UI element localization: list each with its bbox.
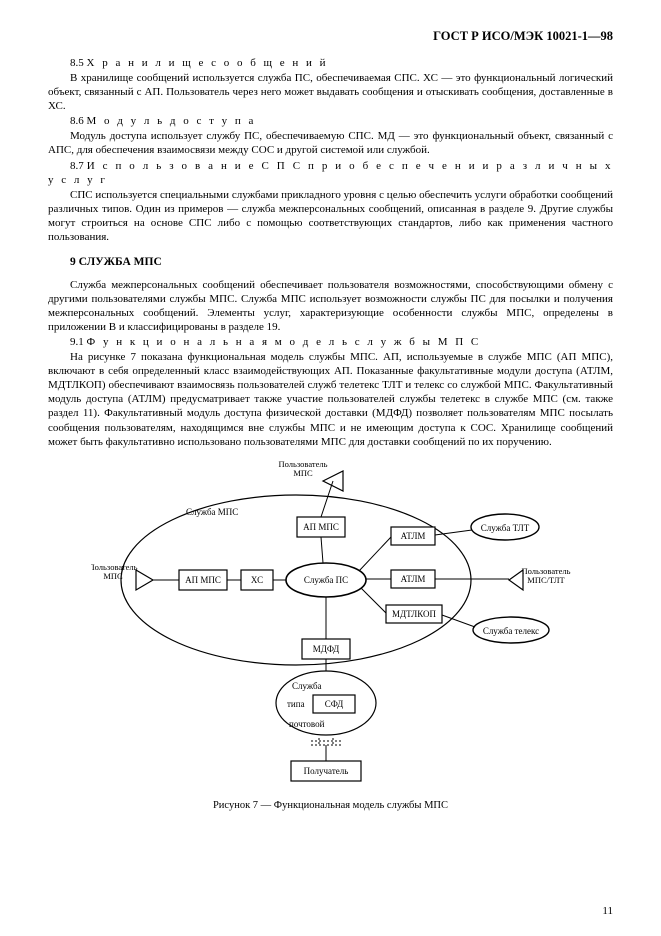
page-number: 11 bbox=[602, 904, 613, 918]
heading-8-5-text: Х р а н и л и щ е с о о б щ е н и й bbox=[87, 57, 329, 69]
heading-9-1-num: 9.1 bbox=[70, 336, 84, 348]
heading-8-5-num: 8.5 bbox=[70, 57, 84, 69]
heading-9-1: 9.1 Ф у н к ц и о н а л ь н а я м о д е … bbox=[48, 335, 613, 349]
document-number: ГОСТ Р ИСО/МЭК 10021-1—98 bbox=[48, 28, 613, 44]
heading-8-7: 8.7 И с п о л ь з о в а н и е С П С п р … bbox=[48, 159, 613, 187]
label-xc: ХС bbox=[250, 575, 262, 585]
label-atlm-top: АТЛМ bbox=[400, 531, 425, 541]
label-sluzhba: Служба bbox=[292, 681, 322, 691]
figure-7-svg: Пользователь МПС Пользователь МПС/ТЛТ Сл… bbox=[91, 455, 571, 795]
user-mps-tlt: Пользователь МПС/ТЛТ bbox=[509, 566, 571, 590]
label-sluzhba-tlt: Служба ТЛТ bbox=[480, 523, 529, 533]
svg-text:МПС: МПС bbox=[293, 468, 313, 478]
label-mdtlkop: МДТЛКОП bbox=[391, 609, 436, 619]
figure-7: Пользователь МПС Пользователь МПС/ТЛТ Сл… bbox=[48, 455, 613, 795]
heading-8-7-text: И с п о л ь з о в а н и е С П С п р и о … bbox=[48, 160, 613, 186]
label-ap-mps-left: АП МПС bbox=[185, 575, 221, 585]
label-sluzhba-mps: Служба МПС bbox=[186, 507, 238, 517]
label-tipa: типа bbox=[287, 699, 305, 709]
svg-text:МПС: МПС bbox=[103, 571, 123, 581]
label-sfd: СФД bbox=[324, 699, 342, 709]
para-8-7: СПС используется специальными службами п… bbox=[48, 188, 613, 244]
label-sluzhba-teleks: Служба телекс bbox=[482, 626, 538, 636]
heading-8-6-num: 8.6 bbox=[70, 115, 84, 127]
label-sluzhba-ps: Служба ПС bbox=[303, 575, 347, 585]
para-9-intro: Служба межперсональных сообщений обеспеч… bbox=[48, 278, 613, 334]
section-9-title: 9 СЛУЖБА МПС bbox=[48, 255, 613, 270]
svg-text:МПС/ТЛТ: МПС/ТЛТ bbox=[527, 575, 565, 585]
para-9-1: На рисунке 7 показана функциональная мод… bbox=[48, 350, 613, 449]
label-pochtovoy: почтовой bbox=[289, 719, 325, 729]
heading-8-6: 8.6 М о д у л ь д о с т у п а bbox=[48, 114, 613, 128]
heading-8-6-text: М о д у л ь д о с т у п а bbox=[87, 115, 256, 127]
heading-8-5: 8.5 Х р а н и л и щ е с о о б щ е н и й bbox=[48, 56, 613, 70]
heading-8-7-num: 8.7 bbox=[70, 160, 84, 172]
figure-7-caption: Рисунок 7 — Функциональная модель службы… bbox=[48, 799, 613, 812]
label-mdfd: МДФД bbox=[312, 644, 339, 654]
label-poluchatel: Получатель bbox=[303, 766, 348, 776]
heading-9-1-text: Ф у н к ц и о н а л ь н а я м о д е л ь … bbox=[87, 336, 481, 348]
para-8-6: Модуль доступа использует службу ПС, обе… bbox=[48, 129, 613, 157]
para-8-5: В хранилище сообщений используется служб… bbox=[48, 71, 613, 113]
user-mps-top: Пользователь МПС bbox=[278, 459, 343, 491]
label-ap-mps-top: АП МПС bbox=[303, 522, 339, 532]
label-atlm-mid: АТЛМ bbox=[400, 574, 425, 584]
